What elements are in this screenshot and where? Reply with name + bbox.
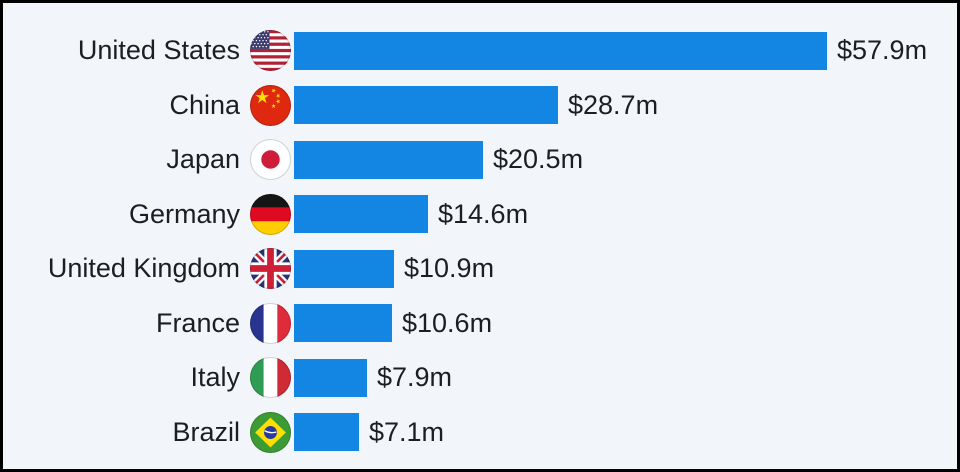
country-label: Brazil — [172, 416, 240, 447]
chart-row: Brazil $7.1m — [3, 411, 957, 453]
bar-chart: United States $57.9m China $28.7m Japan $20.5… — [3, 3, 957, 453]
country-label: United Kingdom — [47, 253, 240, 283]
value-bar — [294, 31, 827, 70]
value-label: $7.1m — [369, 416, 445, 447]
value-bar — [294, 358, 367, 397]
value-bar — [294, 86, 558, 124]
chart-row: Germany $14.6m — [3, 193, 957, 235]
chart-row: France $10.6m — [3, 302, 957, 344]
uk-flag-icon — [250, 248, 291, 289]
germany-flag-icon — [250, 193, 291, 235]
value-label: $10.6m — [402, 307, 493, 338]
country-label: United States — [77, 35, 240, 65]
chart-row: United States $57.9m — [3, 30, 957, 71]
chart-row: Japan $20.5m — [3, 139, 957, 180]
chart-row: China $28.7m — [3, 84, 957, 126]
value-label: $28.7m — [568, 89, 659, 120]
value-bar — [294, 413, 359, 451]
country-label: Italy — [190, 362, 240, 392]
chart-row: United Kingdom $10.9m — [3, 248, 957, 289]
country-label: China — [169, 89, 240, 120]
value-bar — [294, 304, 392, 342]
japan-flag-icon — [250, 139, 291, 180]
country-label: Japan — [166, 144, 240, 174]
value-label: $7.9m — [377, 362, 453, 392]
value-label: $10.9m — [404, 253, 495, 283]
value-label: $14.6m — [438, 198, 529, 229]
value-bar — [294, 195, 428, 233]
value-bar — [294, 140, 483, 179]
france-flag-icon — [250, 302, 291, 344]
country-label: Germany — [128, 198, 240, 229]
chart-row: Italy $7.9m — [3, 357, 957, 398]
brazil-flag-icon — [250, 411, 291, 453]
value-bar — [294, 249, 394, 288]
china-flag-icon — [250, 84, 291, 126]
value-label: $20.5m — [493, 144, 584, 174]
us-flag-icon — [250, 30, 291, 71]
italy-flag-icon — [250, 357, 291, 398]
country-label: France — [155, 307, 240, 338]
value-label: $57.9m — [837, 35, 928, 65]
